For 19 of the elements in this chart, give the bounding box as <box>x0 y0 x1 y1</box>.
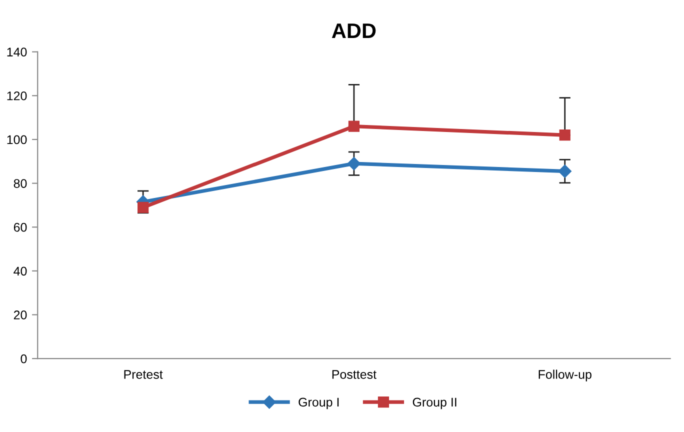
point <box>138 202 149 213</box>
legend-label: Group I <box>298 398 339 410</box>
y-tick-label: 40 <box>14 266 27 276</box>
x-tick-label: Pretest <box>124 370 163 379</box>
x-tick-label: Posttest <box>332 370 376 379</box>
point <box>559 130 570 141</box>
y-tick-label: 100 <box>7 135 27 144</box>
x-tick-label: Follow-up <box>538 370 592 382</box>
y-tick-label: 0 <box>20 354 27 364</box>
point <box>558 164 572 178</box>
point <box>348 120 360 132</box>
y-tick-label: 140 <box>7 48 27 56</box>
point <box>347 156 361 170</box>
y-tick-label: 20 <box>14 310 27 320</box>
chart-title: ADD <box>332 24 376 38</box>
y-tick-label: 60 <box>14 222 27 232</box>
y-tick-label: 120 <box>7 91 27 100</box>
legend-label: Group II <box>412 398 456 410</box>
y-tick-label: 80 <box>14 179 27 188</box>
